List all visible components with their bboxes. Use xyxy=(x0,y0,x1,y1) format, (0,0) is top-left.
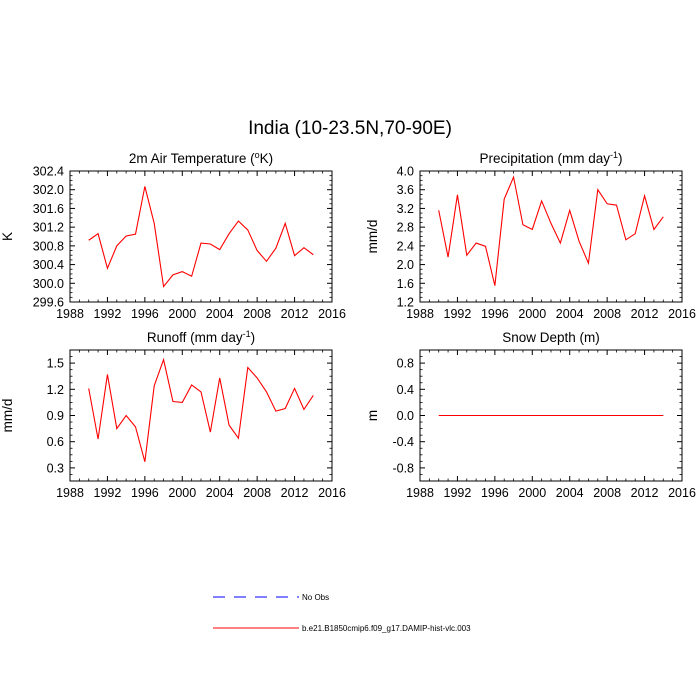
panels: 2m Air Temperature (oK) K 1988 1992 1996 2000… xyxy=(0,150,696,500)
y-axis-label: mm/d xyxy=(365,220,380,254)
x-tick-label: 1992 xyxy=(444,307,472,321)
y-tick-label: 4.0 xyxy=(397,165,414,179)
series-line xyxy=(88,186,314,288)
y-tick-label: 2.8 xyxy=(397,221,414,235)
x-tick-label: 1988 xyxy=(406,486,434,500)
panel-title-text: Snow Depth (m) xyxy=(502,330,600,345)
x-tick-label: 2012 xyxy=(281,486,309,500)
panel-title-unit: ) xyxy=(251,330,256,345)
panel-title-superscript: -1 xyxy=(610,150,618,160)
x-tick-label: 2000 xyxy=(168,486,196,500)
x-tick-label: 2004 xyxy=(206,486,234,500)
series-line xyxy=(88,357,314,462)
y-axis-label: m xyxy=(365,410,380,421)
panel-title-unit: ) xyxy=(618,151,623,166)
y-tick-label: 300.0 xyxy=(33,277,64,291)
figure-title: India (10-23.5N,70-90E) xyxy=(248,118,452,139)
panel-title: 2m Air Temperature (oK) xyxy=(129,150,273,166)
y-axis-label: K xyxy=(0,232,15,241)
panel-title-unit: K) xyxy=(260,151,274,166)
x-tick-label: 2004 xyxy=(556,307,584,321)
x-tick-label: 1996 xyxy=(131,486,159,500)
y-tick-label: 301.6 xyxy=(33,202,64,216)
y-tick-label: 300.4 xyxy=(33,258,64,272)
y-tick-label: 0.0 xyxy=(397,409,414,423)
x-tick-label: 2000 xyxy=(518,486,546,500)
legend-label: No Obs xyxy=(302,593,329,602)
y-tick-label: 3.2 xyxy=(397,202,414,216)
y-tick-label: 1.2 xyxy=(47,383,64,397)
series-line xyxy=(438,175,664,286)
x-tick-label: 1996 xyxy=(131,307,159,321)
legend-item: No Obs xyxy=(213,593,329,602)
x-tick-label: 1996 xyxy=(481,486,509,500)
x-tick-label: 2000 xyxy=(518,307,546,321)
y-tick-label: -0.8 xyxy=(392,461,414,475)
y-tick-label: 1.2 xyxy=(397,296,414,310)
x-tick-label: 2016 xyxy=(318,307,346,321)
y-tick-label: 302.0 xyxy=(33,183,64,197)
x-tick-label: 1992 xyxy=(94,307,122,321)
legend: No Obs b.e21.B1850cmip6.f09_g17.DAMIP-his… xyxy=(213,593,471,633)
x-tick-label: 2012 xyxy=(631,486,659,500)
x-tick-label: 2012 xyxy=(281,307,309,321)
panel-title: Runoff (mm day-1) xyxy=(147,329,255,345)
y-tick-label: 0.3 xyxy=(47,461,64,475)
panel-temperature: 2m Air Temperature (oK) K 1988 1992 1996 2000… xyxy=(0,150,346,321)
y-tick-label: 300.8 xyxy=(33,239,64,253)
x-tick-label: 2016 xyxy=(668,307,696,321)
y-tick-label: -0.4 xyxy=(392,435,414,449)
y-tick-label: 1.5 xyxy=(47,357,64,371)
y-tick-label: 0.6 xyxy=(47,435,64,449)
x-tick-label: 1988 xyxy=(56,486,84,500)
x-tick-label: 2004 xyxy=(556,486,584,500)
x-tick-label: 1988 xyxy=(406,307,434,321)
panel-precipitation: Precipitation (mm day-1) mm/d 1988 1992 1996… xyxy=(365,150,696,321)
x-tick-label: 2016 xyxy=(318,486,346,500)
y-tick-label: 1.6 xyxy=(397,277,414,291)
panel-title-text: Runoff (mm day xyxy=(147,330,243,345)
x-tick-label: 1996 xyxy=(481,307,509,321)
x-tick-label: 2008 xyxy=(593,307,621,321)
y-tick-label: 2.0 xyxy=(397,258,414,272)
x-tick-label: 2016 xyxy=(668,486,696,500)
panel-title: Snow Depth (m) xyxy=(502,330,600,345)
y-tick-label: 3.6 xyxy=(397,183,414,197)
y-tick-label: 0.4 xyxy=(397,383,414,397)
y-axis-label: mm/d xyxy=(0,399,15,433)
y-tick-label: 2.4 xyxy=(397,239,414,253)
x-tick-label: 2000 xyxy=(168,307,196,321)
legend-label: b.e21.B1850cmip6.f09_g17.DAMIP-hist-vlc.… xyxy=(302,624,471,633)
panel-title-superscript: -1 xyxy=(243,329,251,339)
y-tick-label: 299.6 xyxy=(33,296,64,310)
x-tick-label: 2008 xyxy=(243,307,271,321)
panel-title-text: 2m Air Temperature ( xyxy=(129,151,255,166)
legend-item: b.e21.B1850cmip6.f09_g17.DAMIP-hist-vlc.… xyxy=(213,624,471,633)
x-tick-label: 2004 xyxy=(206,307,234,321)
y-tick-label: 301.2 xyxy=(33,221,64,235)
y-tick-label: 0.9 xyxy=(47,409,64,423)
x-tick-label: 1992 xyxy=(444,486,472,500)
y-tick-label: 0.8 xyxy=(397,357,414,371)
panel-title-text: Precipitation (mm day xyxy=(479,151,610,166)
x-tick-label: 2008 xyxy=(593,486,621,500)
y-tick-label: 302.4 xyxy=(33,165,64,179)
panel-title-superscript: o xyxy=(255,150,260,160)
x-tick-label: 1992 xyxy=(94,486,122,500)
x-tick-label: 2012 xyxy=(631,307,659,321)
panel-runoff: Runoff (mm day-1) mm/d 1988 1992 1996 2000 200… xyxy=(0,329,346,500)
panel-title: Precipitation (mm day-1) xyxy=(479,150,622,166)
x-tick-label: 1988 xyxy=(56,307,84,321)
x-tick-label: 2008 xyxy=(243,486,271,500)
panel-snow-depth: Snow Depth (m) m 1988 1992 1996 2000 2004 2008 2… xyxy=(365,330,696,500)
